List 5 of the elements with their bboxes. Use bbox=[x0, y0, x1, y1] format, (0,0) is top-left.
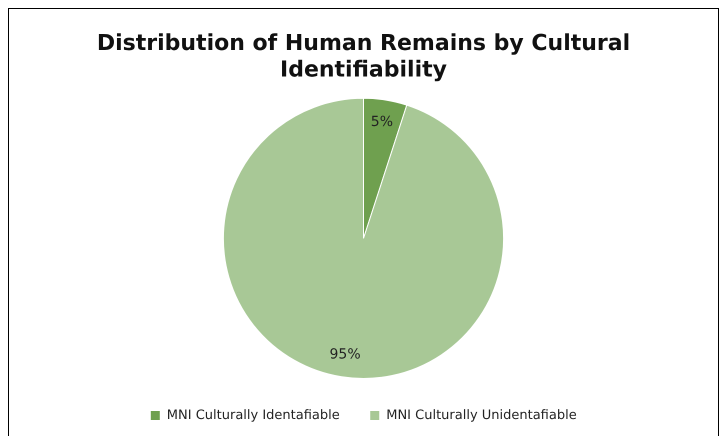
chart-title: Distribution of Human Remains by Cultural Identifiability bbox=[96, 30, 630, 82]
data-label: 5% bbox=[370, 114, 394, 130]
legend-label: MNI Culturally Identafiable bbox=[166, 408, 340, 423]
legend-label: MNI Culturally Unidentafiable bbox=[386, 408, 577, 423]
data-label: 95% bbox=[330, 346, 361, 362]
